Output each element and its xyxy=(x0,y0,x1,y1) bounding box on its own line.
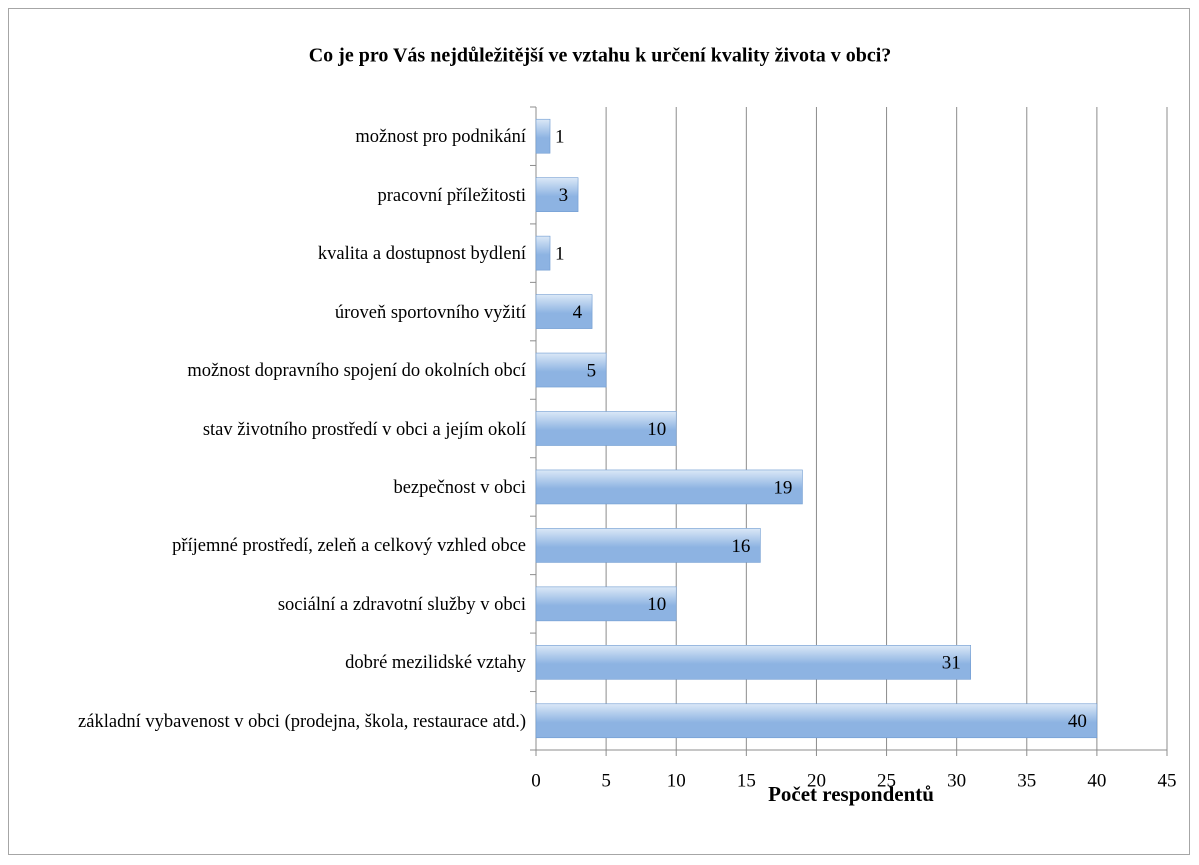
bar xyxy=(535,703,1098,739)
y-tick-label: možnost dopravního spojení do okolních o… xyxy=(187,361,526,382)
y-tick-label: bezpečnost v obci xyxy=(393,477,526,498)
x-tick-label: 10 xyxy=(667,770,686,791)
data-label: 10 xyxy=(647,419,666,440)
x-tick-label: 30 xyxy=(947,770,966,791)
x-tick-label: 25 xyxy=(877,770,896,791)
x-tick-label: 15 xyxy=(737,770,756,791)
bar xyxy=(535,118,551,154)
data-label: 5 xyxy=(587,360,597,381)
x-tick-label: 5 xyxy=(601,770,611,791)
y-tick-label: příjemné prostředí, zeleň a celkový vzhl… xyxy=(172,536,526,557)
bar xyxy=(535,528,761,563)
y-tick-label: pracovní příležitosti xyxy=(377,185,526,206)
x-tick-label: 0 xyxy=(531,770,541,791)
bar xyxy=(535,469,803,505)
data-label: 3 xyxy=(559,185,569,206)
x-tick-label: 40 xyxy=(1087,770,1106,791)
x-tick-label: 20 xyxy=(807,770,826,791)
data-label: 31 xyxy=(942,653,961,674)
bar xyxy=(535,352,607,388)
bar xyxy=(535,294,593,329)
y-tick-label: základní vybavenost v obci (prodejna, šk… xyxy=(78,711,526,732)
y-tick-label: dobré mezilidské vztahy xyxy=(345,653,526,674)
data-label: 10 xyxy=(647,594,666,615)
y-tick-label: možnost pro podnikání xyxy=(355,127,526,148)
bar xyxy=(535,645,971,680)
y-tick-label: úroveň sportovního vyžití xyxy=(334,302,526,323)
data-label: 1 xyxy=(555,127,565,148)
data-label: 40 xyxy=(1068,711,1087,732)
chart-title: Co je pro Vás nejdůležitější ve vztahu k… xyxy=(309,45,892,67)
bar xyxy=(535,235,551,271)
y-tick-label: stav životního prostředí v obci a jejím … xyxy=(202,419,526,440)
bar xyxy=(535,411,677,446)
data-label: 19 xyxy=(773,477,792,498)
data-label: 16 xyxy=(731,536,750,557)
data-label: 4 xyxy=(573,302,583,323)
y-tick-label: kvalita a dostupnost bydlení xyxy=(317,244,526,265)
chart-border xyxy=(8,8,1190,855)
bar xyxy=(535,586,677,622)
data-label: 1 xyxy=(555,243,565,264)
x-axis-title: Počet respondentů xyxy=(768,782,934,806)
y-tick-label: sociální a zdravotní služby v obci xyxy=(277,594,526,615)
bar xyxy=(535,177,579,212)
x-tick-label: 35 xyxy=(1017,770,1036,791)
x-tick-label: 45 xyxy=(1158,770,1177,791)
